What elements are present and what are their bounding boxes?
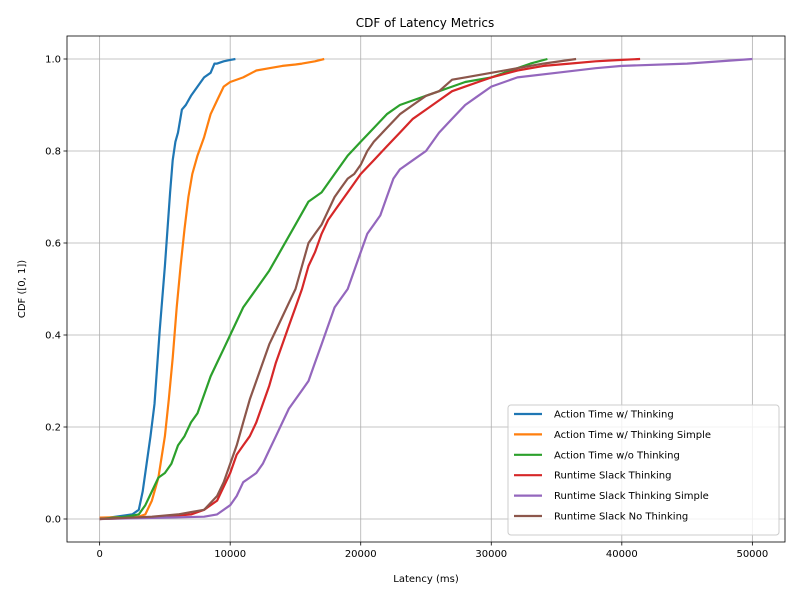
- x-tick-label: 40000: [606, 549, 638, 560]
- series-lines: [99, 57, 753, 521]
- x-tick-label: 0: [96, 549, 102, 560]
- series-line-action-time-w-thinking-simple: [99, 57, 325, 519]
- chart-title: CDF of Latency Metrics: [356, 16, 495, 30]
- x-axis-label: Latency (ms): [393, 574, 459, 585]
- x-tick-label: 50000: [736, 549, 768, 560]
- legend-box: [507, 404, 780, 536]
- y-tick-label: 0.0: [45, 515, 61, 526]
- series-line-action-time-w-o-thinking: [99, 57, 548, 521]
- x-tick-label: 10000: [214, 549, 246, 560]
- plot-frame: [66, 35, 786, 543]
- y-axis-ticks: 0.0 0.2 0.4 0.6 0.8 1.0: [45, 55, 67, 526]
- y-axis-label: CDF ([0, 1]): [17, 260, 28, 318]
- legend-label-runtime-slack-no-thinking: Runtime Slack No Thinking: [554, 512, 688, 523]
- y-tick-label: 0.4: [45, 331, 61, 342]
- x-axis-ticks: 0 10000 20000 30000 40000 50000: [96, 542, 768, 560]
- legend-label-action-time-w-thinking: Action Time w/ Thinking: [554, 410, 674, 421]
- y-tick-label: 0.6: [45, 239, 61, 250]
- y-tick-label: 0.8: [45, 147, 61, 158]
- series-line-runtime-slack-thinking: [99, 57, 641, 521]
- series-line-runtime-slack-no-thinking: [99, 57, 577, 521]
- series-line-runtime-slack-thinking-simple: [99, 57, 753, 521]
- legend-label-action-time-w-thinking-simple: Action Time w/ Thinking Simple: [554, 430, 711, 441]
- legend-label-runtime-slack-thinking: Runtime Slack Thinking: [554, 471, 672, 482]
- legend-label-action-time-w-o-thinking: Action Time w/o Thinking: [554, 450, 680, 461]
- series-line-action-time-w-thinking: [99, 57, 236, 521]
- y-tick-label: 1.0: [45, 55, 61, 66]
- x-tick-label: 30000: [475, 549, 507, 560]
- legend-label-runtime-slack-thinking-simple: Runtime Slack Thinking Simple: [554, 491, 709, 502]
- y-tick-label: 0.2: [45, 423, 61, 434]
- legend: Action Time w/ Thinking Action Time w/ Th…: [507, 404, 780, 536]
- x-tick-label: 20000: [345, 549, 377, 560]
